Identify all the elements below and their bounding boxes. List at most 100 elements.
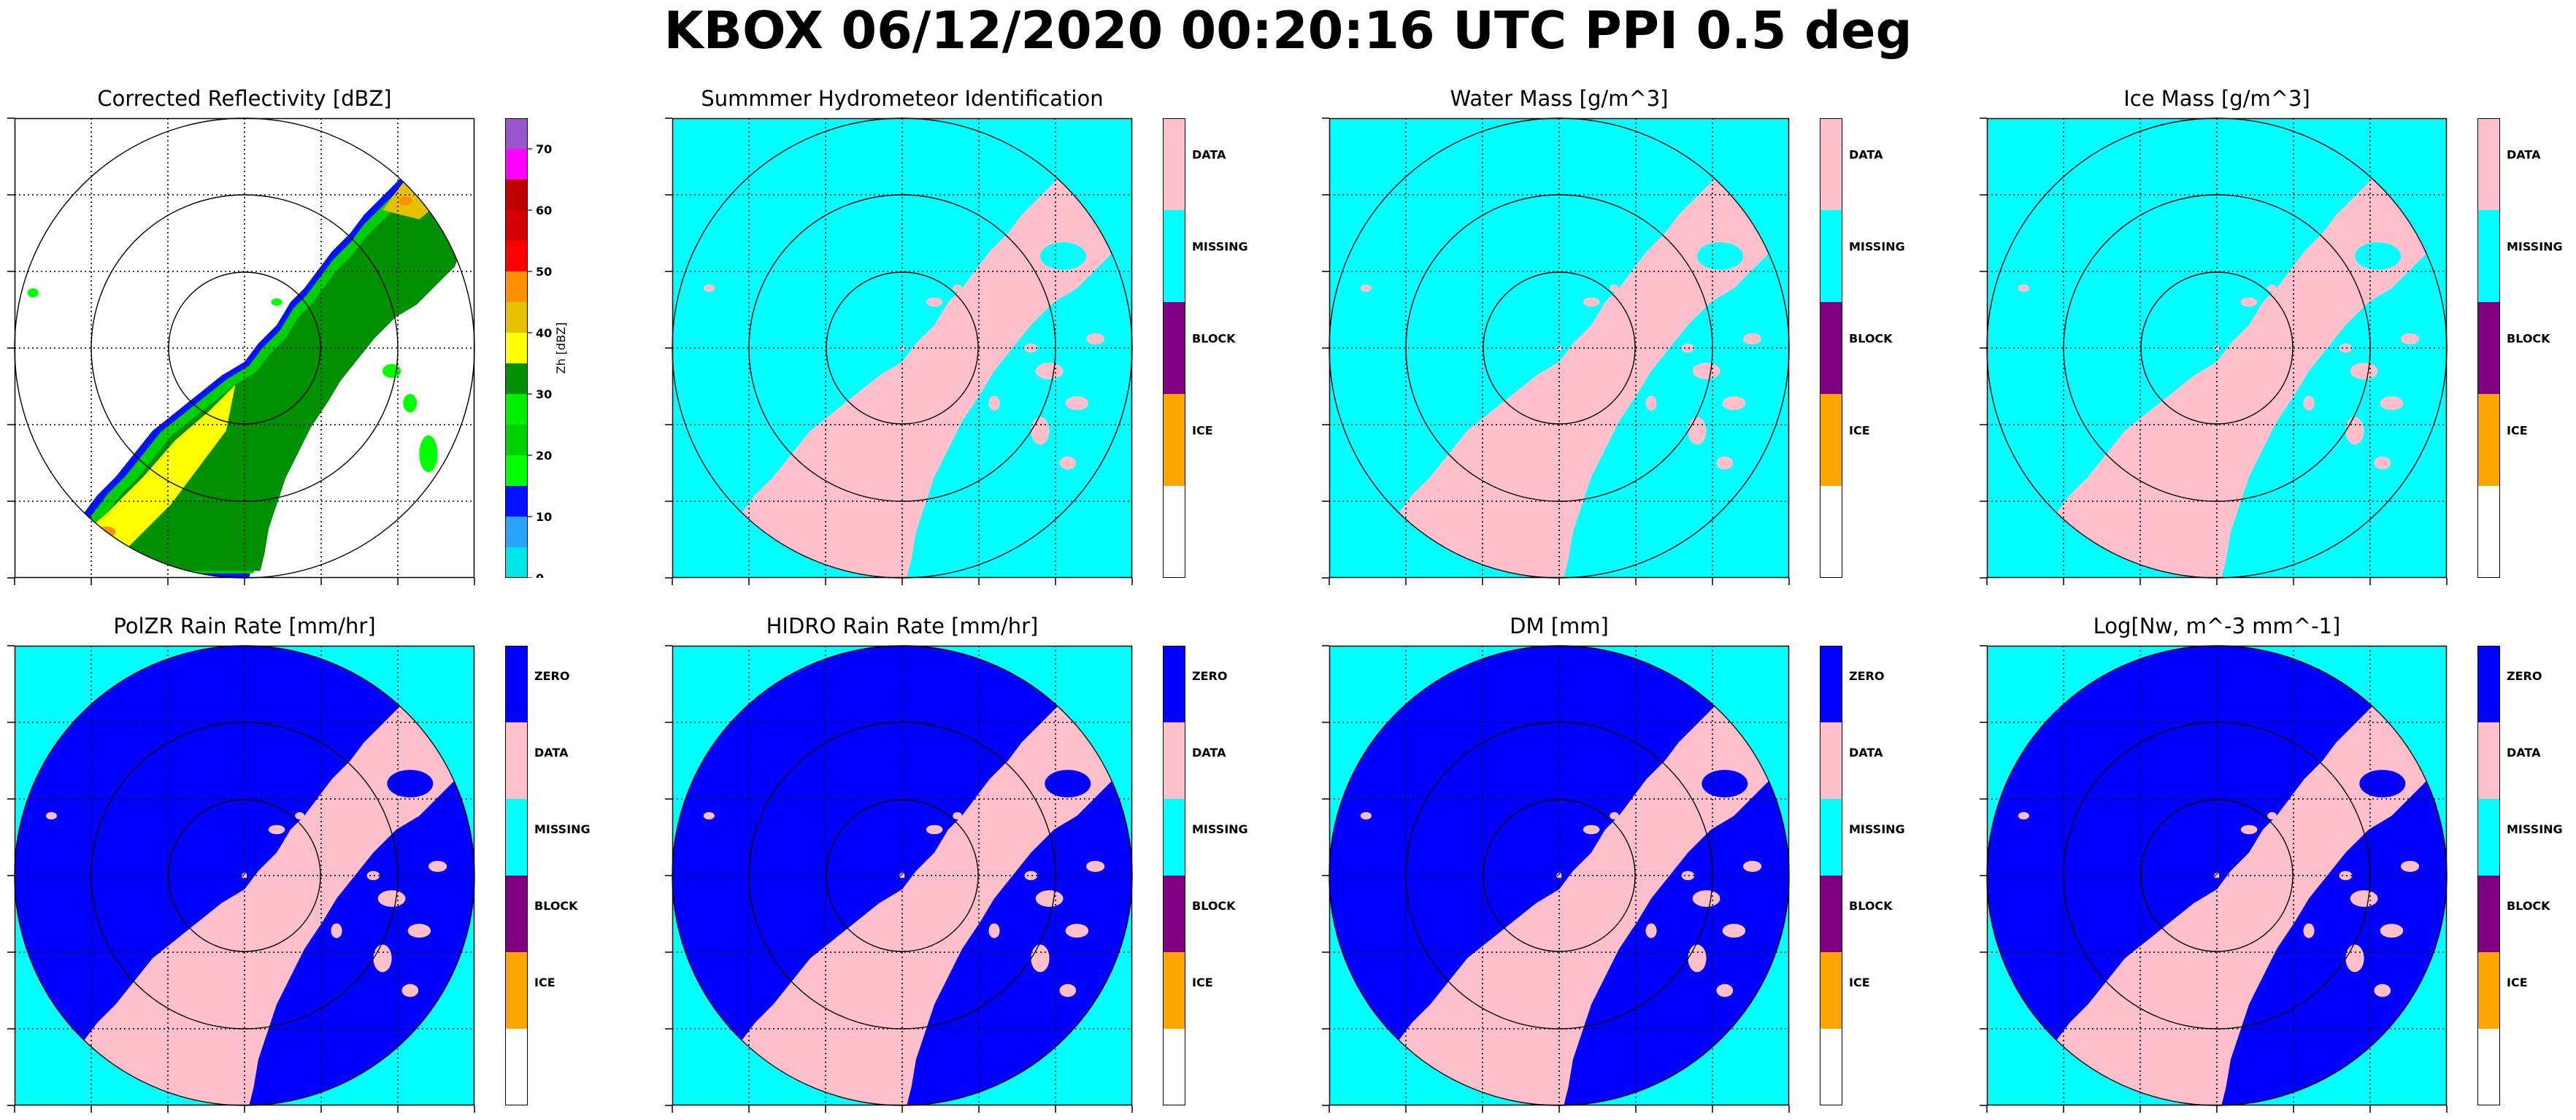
colorbar-category-swatch (505, 799, 528, 876)
colorbar-category-label: BLOCK (1192, 331, 1236, 345)
colorbar-category-swatch (1820, 952, 1842, 1029)
echo-cell (1556, 873, 1562, 878)
zero-gap (2359, 770, 2406, 797)
data-echo-band (1329, 118, 1789, 578)
echo-cell (373, 944, 392, 973)
colorbar-hid: DATA MISSING BLOCK ICE (1163, 118, 1248, 578)
colorbar-category-swatch (1820, 1029, 1842, 1105)
colorbar-bin (505, 302, 528, 333)
ppi-axis-ticks (1322, 117, 1790, 585)
echo-cell (1360, 812, 1372, 820)
echo-cell (1086, 860, 1105, 872)
colorbar-category-label: DATA (1192, 147, 1226, 161)
colorbar-category-label: BLOCK (1849, 331, 1893, 345)
colorbar-category-swatch (2477, 486, 2500, 578)
echo-cell (407, 924, 431, 938)
echo-cell (1035, 363, 1064, 379)
echo-cell (2267, 812, 2277, 820)
echo-cell (988, 395, 1000, 411)
ppi-echo-layer (1329, 646, 1789, 1105)
echo-cell (242, 873, 247, 878)
colorbar-category-swatch (1163, 118, 1185, 210)
data-echo-band (1329, 646, 1789, 1105)
colorbar-category-label: DATA (534, 746, 569, 760)
echo-cell (2303, 395, 2315, 411)
echo-cell (2345, 944, 2364, 973)
colorbar-bin (505, 241, 528, 271)
missing-gap (1697, 242, 1743, 270)
colorbar-category-label: ICE (534, 976, 555, 989)
echo-cell (401, 984, 419, 997)
echo-cell (703, 285, 715, 293)
colorbar-bin (505, 118, 528, 149)
echo-cell (2214, 345, 2220, 351)
colorbar-category-swatch (2477, 722, 2500, 799)
colorbar-category-swatch (1820, 876, 1842, 952)
colorbar-category-swatch (2477, 302, 2500, 394)
colorbar-dm: ZERO DATA MISSING BLOCK ICE (1820, 646, 1905, 1105)
colorbar-frame (505, 646, 528, 1105)
ppi-echo-layer (672, 646, 1132, 1105)
echo-cell (1681, 870, 1695, 881)
colorbar-category-swatch (1820, 486, 1842, 578)
echo-cell (1360, 285, 1372, 293)
colorbar-category-swatch (1820, 394, 1842, 486)
panel-title-dm: DM [mm] (1510, 614, 1609, 638)
colorbar-bin (505, 425, 528, 455)
colorbar-category-swatch (505, 1029, 528, 1105)
echo-cell (1065, 924, 1089, 938)
echo-cell (1688, 417, 1707, 445)
colorbar-bin (505, 394, 528, 425)
echo-cell (926, 297, 943, 307)
colorbar-category-label: ICE (2507, 423, 2528, 437)
colorbar-category-label: BLOCK (2507, 899, 2550, 913)
colorbar-label: Zh [dBZ] (554, 323, 568, 374)
colorbar-category-swatch (505, 646, 528, 722)
colorbar-category-swatch (1163, 394, 1185, 486)
ppi-plot-reflectivity (7, 117, 475, 585)
ppi-frame (1329, 645, 1790, 1106)
ppi-frame (14, 117, 475, 579)
echo-cell (45, 812, 57, 820)
echo-cell (2214, 873, 2220, 878)
panel-title-polzr-rain-rate: PolZR Rain Rate [mm/hr] (113, 614, 376, 638)
echo-intense-spot (399, 196, 412, 206)
colorbar-bin (505, 210, 528, 241)
colorbar-category-swatch (1820, 302, 1842, 394)
echo-cell (2380, 924, 2404, 938)
data-echo-band (1987, 646, 2447, 1105)
missing-gap (2355, 242, 2401, 270)
echo-cell (1065, 396, 1089, 411)
ppi-axis-ticks (7, 645, 475, 1113)
ppi-plot-ice-mass (1980, 117, 2448, 585)
colorbar-category-label: ICE (1849, 976, 1870, 989)
panel-title-reflectivity: Corrected Reflectivity [dBZ] (97, 86, 392, 111)
colorbar-tick-label: 10 (536, 510, 552, 524)
ppi-plot-log-nw (1980, 645, 2448, 1113)
echo-isolated-cell (403, 394, 418, 413)
echo-cell (2380, 396, 2404, 411)
colorbar-tick-label: 40 (536, 326, 552, 340)
colorbar-category-swatch (1163, 646, 1185, 722)
echo-isolated-cell (271, 298, 282, 306)
echo-cell (926, 824, 943, 835)
colorbar-frame (1163, 118, 1185, 578)
echo-cell (1722, 924, 1746, 938)
echo-cell (953, 812, 962, 820)
data-echo-band (672, 646, 1132, 1105)
colorbar-log-nw: ZERO DATA MISSING BLOCK ICE (2477, 646, 2563, 1105)
echo-cell (1024, 343, 1038, 353)
echo-cell (2018, 285, 2029, 293)
colorbar-category-swatch (505, 876, 528, 952)
colorbar-polzr-rain-rate: ZERO DATA MISSING BLOCK ICE (505, 646, 591, 1105)
colorbar-bin (505, 486, 528, 517)
ppi-echo-layer (1329, 118, 1789, 578)
data-echo-band (672, 118, 1132, 578)
ppi-frame (1329, 117, 1790, 579)
ppi-frame (672, 645, 1133, 1106)
echo-cell (899, 345, 905, 351)
colorbar-category-label: MISSING (1849, 239, 1905, 253)
echo-cell (2345, 417, 2364, 445)
colorbar-category-swatch (1163, 952, 1185, 1029)
echo-cell (1722, 396, 1746, 411)
